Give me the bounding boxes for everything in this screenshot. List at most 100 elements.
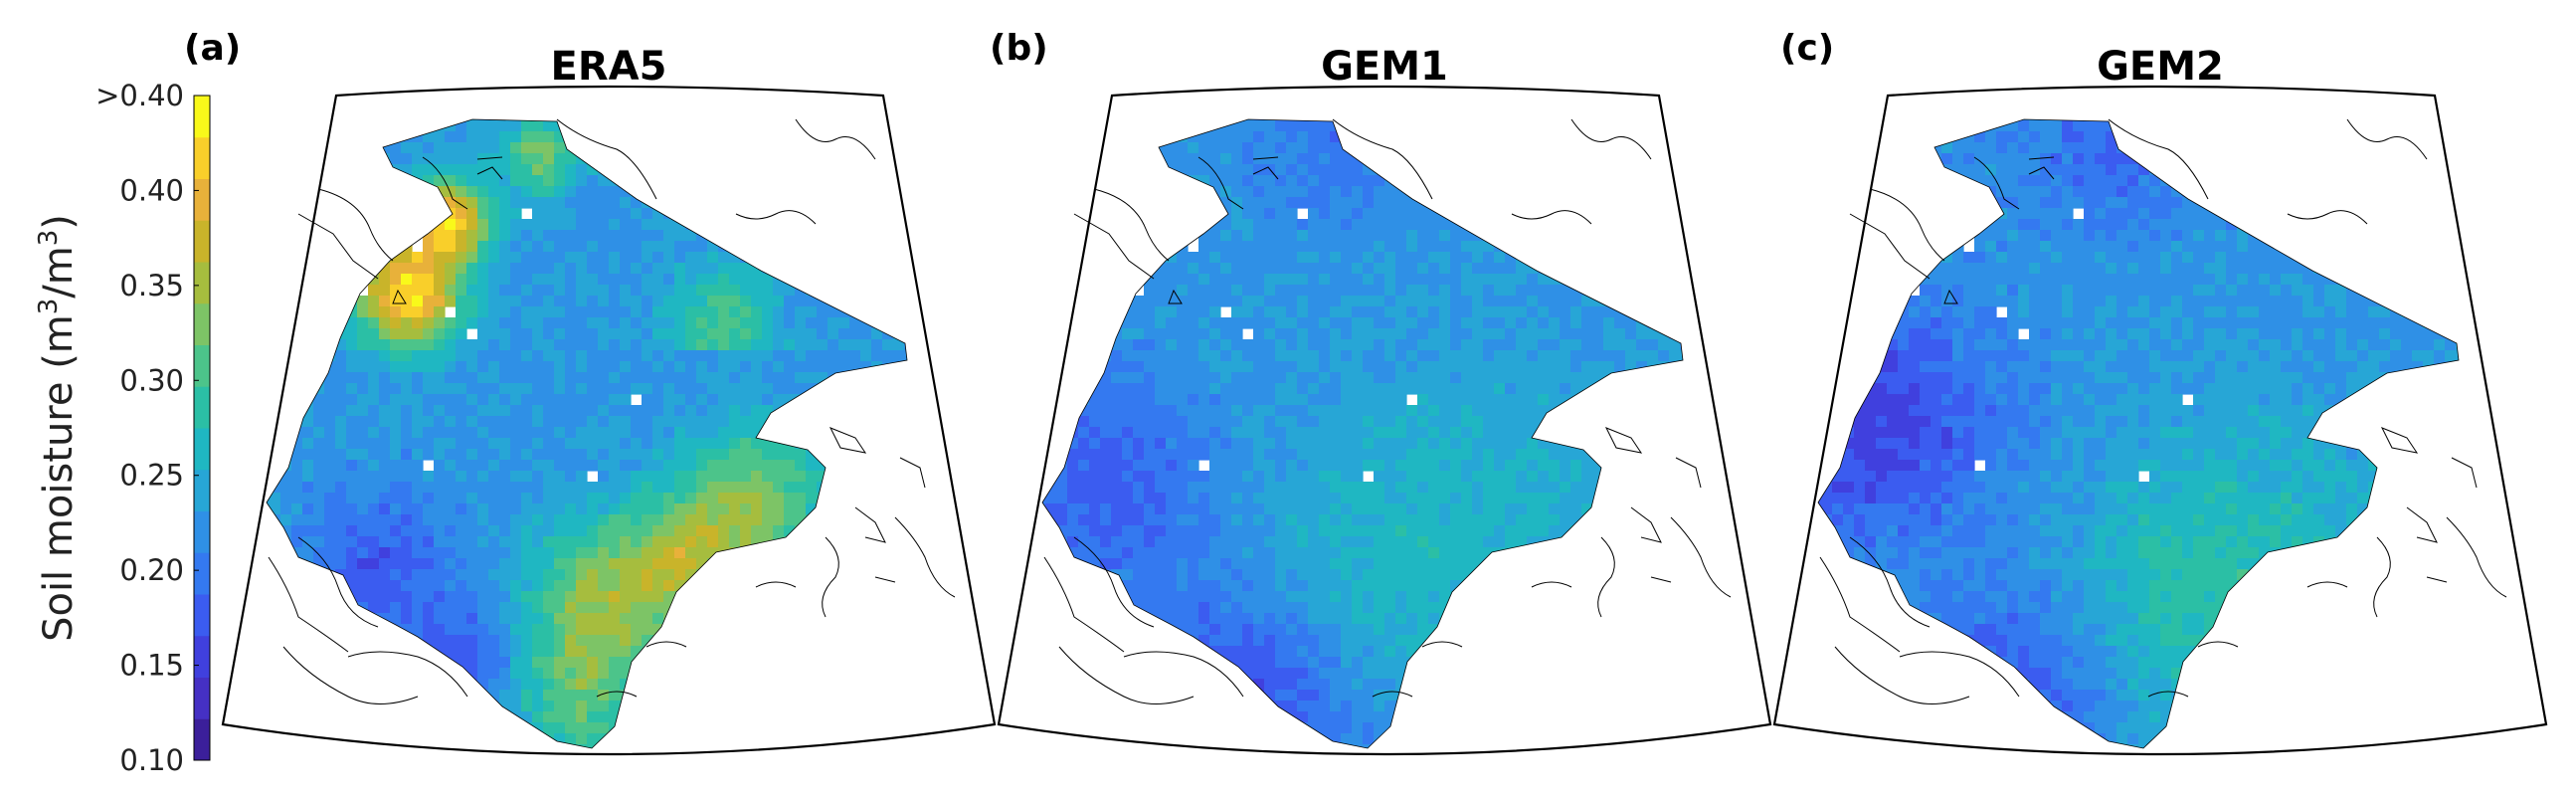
soil-moisture-grid bbox=[267, 119, 907, 748]
panel-letter-b: (b) bbox=[990, 28, 1048, 69]
coastline bbox=[1570, 118, 1652, 160]
coastline-outline bbox=[1041, 118, 1684, 749]
colorbar-swatch bbox=[194, 344, 210, 387]
coastline bbox=[1899, 651, 2020, 698]
panel-gem2: (c) GEM2 bbox=[1772, 28, 2548, 756]
coastline bbox=[1604, 427, 1643, 454]
panel-gem1: (b) GEM1 bbox=[990, 28, 1772, 756]
colorbar-swatch bbox=[194, 96, 210, 138]
panel-title-gem2: GEM2 bbox=[2097, 44, 2224, 90]
colorbar-swatch bbox=[194, 677, 210, 719]
coastline bbox=[2380, 427, 2419, 454]
colorbar-tick-label: 0.25 bbox=[119, 459, 184, 493]
coastline bbox=[1675, 457, 1702, 489]
coastline bbox=[476, 156, 503, 160]
colorbar-tick-label: 0.40 bbox=[119, 173, 184, 207]
colorbar-swatch bbox=[194, 594, 210, 637]
coastline bbox=[1073, 213, 1155, 280]
coastline bbox=[1511, 210, 1592, 225]
coastline bbox=[2426, 576, 2448, 583]
coastline bbox=[2287, 210, 2368, 225]
coastline bbox=[282, 646, 419, 704]
colorbar-swatch bbox=[194, 428, 210, 471]
coastline bbox=[2446, 516, 2507, 598]
coastlines bbox=[1041, 118, 1732, 749]
colorbar-swatch bbox=[194, 220, 210, 263]
coastline bbox=[2373, 536, 2391, 618]
coastline bbox=[1869, 188, 1945, 262]
coastline bbox=[1630, 506, 1662, 543]
soil-moisture-grid bbox=[1042, 119, 1683, 748]
coastline bbox=[297, 536, 379, 628]
coastline bbox=[392, 289, 407, 304]
coastline bbox=[422, 156, 468, 210]
panel-era5: (a) ERA5 bbox=[184, 28, 997, 756]
coastline bbox=[2028, 166, 2055, 180]
colorbar-swatch bbox=[194, 262, 210, 304]
coastline bbox=[2197, 641, 2239, 648]
panel-letter-c: (c) bbox=[1780, 28, 1834, 69]
colorbar-label: Soil moisture (m3/m3) bbox=[34, 214, 82, 642]
coastline bbox=[476, 166, 503, 180]
panel-title-era5: ERA5 bbox=[551, 44, 667, 90]
colorbar-tick-label: 0.35 bbox=[119, 269, 184, 302]
coastline bbox=[2147, 691, 2189, 698]
colorbar-tick-label: 0.15 bbox=[119, 649, 184, 683]
coastline bbox=[1943, 289, 1958, 304]
coastline bbox=[1372, 691, 1413, 698]
coastline bbox=[1973, 156, 2020, 210]
coastline bbox=[1058, 646, 1195, 704]
coastline bbox=[268, 556, 349, 653]
map-frame bbox=[1772, 85, 2548, 756]
coastline bbox=[1849, 536, 1931, 628]
coastline bbox=[645, 641, 687, 648]
colorbar-swatch bbox=[194, 386, 210, 429]
coastline bbox=[1531, 581, 1572, 588]
coastline bbox=[1252, 166, 1279, 180]
coastline bbox=[735, 210, 817, 225]
coastline bbox=[1597, 536, 1615, 618]
panel-letter-a: (a) bbox=[184, 28, 241, 69]
colorbar-ticks: 0.10 0.15 0.20 0.25 0.30 0.35 0.40 >0.40 bbox=[95, 79, 199, 777]
coastline bbox=[1073, 536, 1155, 628]
coastline bbox=[822, 536, 839, 618]
coastlines bbox=[266, 118, 956, 749]
colorbar-swatch bbox=[194, 469, 210, 511]
colorbar-tick-label: >0.40 bbox=[95, 79, 184, 112]
soil-moisture-grid bbox=[1818, 119, 2459, 748]
map-frame bbox=[997, 85, 1772, 756]
colorbar-swatch bbox=[194, 552, 210, 595]
coastline bbox=[1093, 188, 1170, 262]
colorbar-frame bbox=[193, 95, 211, 761]
colorbar-swatch bbox=[194, 302, 210, 345]
coastline bbox=[297, 213, 379, 280]
coastline bbox=[1252, 156, 1279, 160]
coastline bbox=[1332, 118, 1433, 200]
coastline bbox=[2406, 506, 2438, 543]
coastline bbox=[874, 576, 896, 583]
colorbar-swatch bbox=[194, 178, 210, 221]
coastline bbox=[347, 651, 468, 698]
panel-title-gem1: GEM1 bbox=[1321, 44, 1448, 90]
coastline bbox=[2451, 457, 2478, 489]
colorbar-tick-label: 0.10 bbox=[119, 743, 184, 777]
coastline bbox=[1421, 641, 1463, 648]
coastline bbox=[1123, 651, 1244, 698]
coastline bbox=[2108, 118, 2209, 200]
map-frame bbox=[221, 85, 997, 756]
coastline bbox=[1849, 213, 1931, 280]
coastline bbox=[317, 188, 394, 262]
colorbar-tick-label: 0.30 bbox=[119, 363, 184, 397]
coastline bbox=[2028, 156, 2055, 160]
coastlines bbox=[1817, 118, 2507, 749]
colorbar-swatch bbox=[194, 635, 210, 678]
colorbar: 0.10 0.15 0.20 0.25 0.30 0.35 0.40 >0.40 Soil m… bbox=[34, 79, 211, 777]
colorbar-swatch bbox=[194, 718, 210, 761]
coastline bbox=[1819, 556, 1901, 653]
coastline bbox=[1670, 516, 1732, 598]
coastline bbox=[894, 516, 956, 598]
coastline bbox=[795, 118, 876, 160]
colorbar-swatch bbox=[194, 510, 210, 553]
coastline-outline bbox=[1817, 118, 2460, 749]
